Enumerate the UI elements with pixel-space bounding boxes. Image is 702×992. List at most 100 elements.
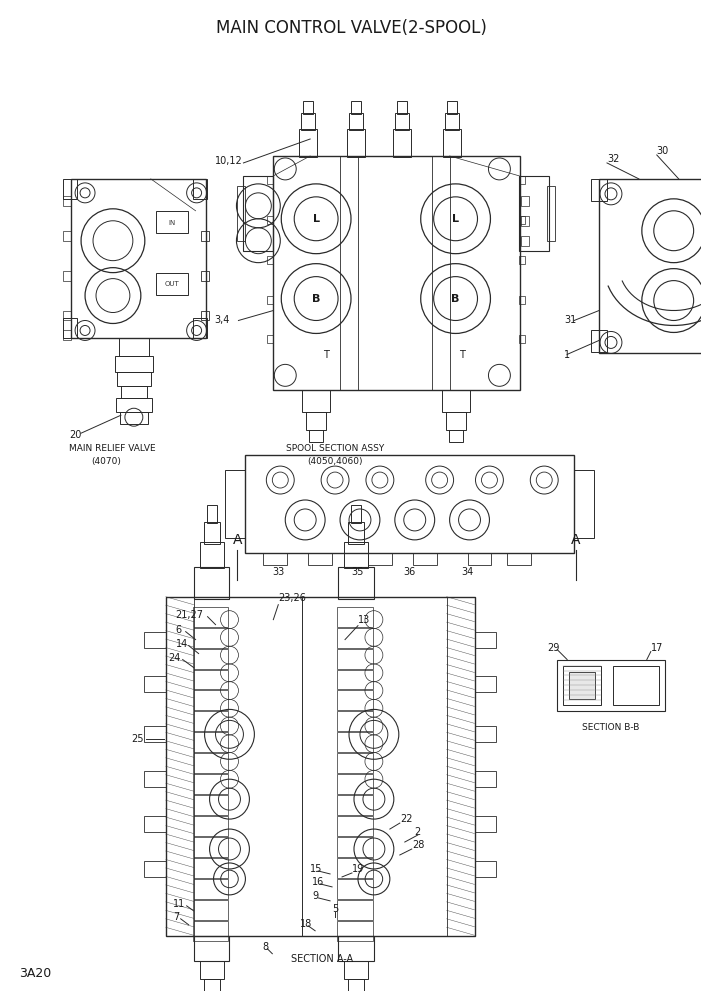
- Bar: [144, 677, 166, 692]
- Bar: [192, 900, 228, 920]
- Bar: [299, 129, 317, 157]
- Bar: [337, 607, 373, 627]
- Bar: [206, 505, 216, 523]
- Bar: [115, 356, 153, 372]
- Bar: [156, 273, 187, 295]
- Bar: [120, 413, 148, 425]
- Text: SPOOL SECTION ASSY: SPOOL SECTION ASSY: [286, 443, 384, 452]
- Bar: [599, 179, 702, 353]
- Bar: [337, 921, 373, 940]
- Text: 7: 7: [173, 912, 179, 922]
- Bar: [446, 413, 465, 431]
- Text: 20: 20: [69, 431, 81, 440]
- Bar: [192, 649, 228, 669]
- Bar: [338, 566, 374, 599]
- Bar: [301, 113, 315, 130]
- Bar: [192, 753, 228, 773]
- Bar: [569, 672, 595, 699]
- Bar: [192, 732, 228, 752]
- Bar: [397, 101, 406, 114]
- Bar: [393, 129, 411, 157]
- Bar: [519, 335, 525, 343]
- Bar: [591, 179, 607, 200]
- Bar: [344, 542, 368, 567]
- Text: IN: IN: [168, 220, 176, 226]
- Bar: [63, 310, 71, 320]
- Bar: [63, 195, 71, 205]
- Bar: [395, 113, 409, 130]
- Text: A: A: [232, 533, 242, 547]
- Bar: [166, 597, 475, 935]
- Bar: [519, 176, 549, 251]
- Text: 22: 22: [400, 814, 412, 824]
- Bar: [63, 318, 77, 338]
- Bar: [432, 156, 449, 390]
- Bar: [201, 231, 208, 241]
- Bar: [156, 211, 187, 233]
- Text: A: A: [571, 533, 581, 547]
- Bar: [475, 816, 496, 832]
- Bar: [144, 816, 166, 832]
- Bar: [201, 271, 208, 281]
- Bar: [71, 179, 206, 338]
- Bar: [348, 979, 364, 992]
- Bar: [246, 455, 574, 553]
- Bar: [337, 690, 373, 710]
- Bar: [548, 186, 555, 241]
- Text: 28: 28: [412, 840, 424, 850]
- Bar: [337, 879, 373, 899]
- Bar: [192, 318, 206, 338]
- Bar: [468, 553, 491, 564]
- Bar: [337, 858, 373, 878]
- Text: L: L: [452, 214, 459, 224]
- Bar: [192, 837, 228, 857]
- Bar: [199, 542, 223, 567]
- Bar: [192, 879, 228, 899]
- Bar: [121, 386, 147, 398]
- Bar: [337, 837, 373, 857]
- Bar: [192, 690, 228, 710]
- Bar: [574, 470, 594, 538]
- Bar: [519, 216, 525, 224]
- Text: 21,27: 21,27: [176, 610, 204, 620]
- Text: 1: 1: [564, 350, 570, 360]
- Bar: [194, 935, 230, 960]
- Bar: [613, 666, 658, 705]
- Bar: [519, 296, 525, 304]
- Bar: [349, 113, 363, 130]
- Text: 6: 6: [176, 625, 182, 635]
- Bar: [351, 505, 361, 523]
- Text: T: T: [458, 350, 465, 360]
- Text: 8: 8: [263, 941, 268, 951]
- Text: 13: 13: [358, 615, 370, 625]
- Text: 35: 35: [352, 566, 364, 576]
- Bar: [192, 858, 228, 878]
- Bar: [337, 711, 373, 731]
- Bar: [119, 338, 149, 356]
- Bar: [273, 156, 520, 390]
- Bar: [338, 935, 374, 960]
- Bar: [306, 413, 326, 431]
- Bar: [267, 256, 273, 264]
- Bar: [351, 101, 361, 114]
- Bar: [63, 179, 77, 198]
- Text: 25: 25: [131, 734, 143, 744]
- Bar: [194, 566, 230, 599]
- Bar: [237, 186, 246, 241]
- Text: L: L: [312, 214, 319, 224]
- Bar: [192, 711, 228, 731]
- Bar: [225, 470, 246, 538]
- Bar: [192, 921, 228, 940]
- Bar: [519, 256, 525, 264]
- Bar: [63, 231, 71, 241]
- Text: T: T: [323, 350, 329, 360]
- Bar: [192, 628, 228, 648]
- Bar: [144, 861, 166, 877]
- Bar: [337, 816, 373, 836]
- Text: 24: 24: [168, 653, 181, 663]
- Bar: [303, 101, 313, 114]
- Bar: [442, 390, 470, 413]
- Bar: [263, 553, 287, 564]
- Bar: [347, 129, 365, 157]
- Bar: [192, 607, 228, 627]
